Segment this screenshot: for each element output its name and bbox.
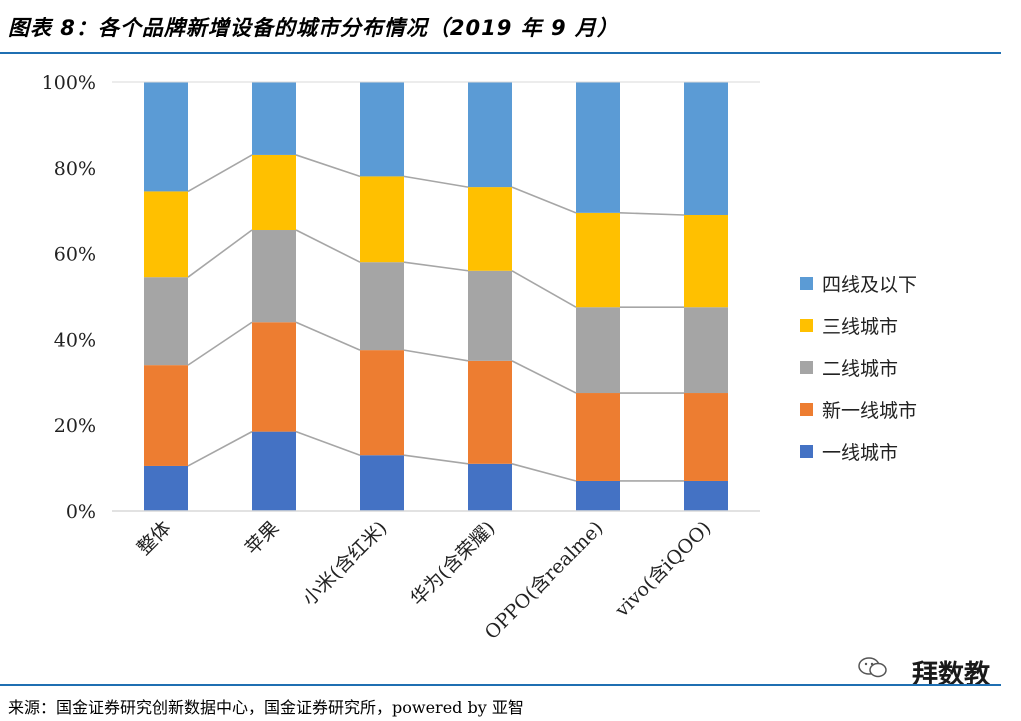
bar-segment: [684, 214, 728, 308]
x-category-label: 华为(含荣耀): [406, 517, 499, 610]
bar-segment: [684, 480, 728, 511]
bars-group: [144, 82, 728, 511]
bar-segment: [468, 360, 512, 464]
connector-line: [511, 360, 577, 394]
legend-swatch: [800, 445, 813, 458]
bar-segment: [144, 465, 188, 511]
bar-segment: [144, 277, 188, 366]
connector-line: [511, 186, 577, 214]
bar-segment: [360, 455, 404, 511]
legend-label: 四线及以下: [822, 274, 917, 296]
bar-segment: [252, 322, 296, 432]
figure-header: 图表 8：各个品牌新增设备的城市分布情况（2019 年 9 月）: [0, 0, 1021, 56]
bar-segment: [576, 307, 620, 394]
x-category-label: 苹果: [241, 517, 283, 559]
bar-segment: [576, 393, 620, 481]
wechat-icon: [858, 657, 887, 678]
connector-line: [187, 229, 253, 278]
figure-title: 图表 8：各个品牌新增设备的城市分布情况（2019 年 9 月）: [8, 16, 619, 40]
connector-line: [187, 430, 253, 467]
figure-footer: 来源：国金证券研究创新数据中心，国金证券研究所，powered by 亚智: [0, 676, 1021, 721]
connector-line: [403, 349, 469, 362]
legend-swatch: [800, 319, 813, 332]
bar-segment: [576, 82, 620, 213]
connector-line: [403, 454, 469, 465]
y-tick-label: 0%: [66, 501, 96, 523]
y-tick-label: 40%: [54, 329, 96, 351]
x-category-label: vivo(含iQOO): [610, 517, 715, 622]
legend-label: 二线城市: [822, 358, 898, 380]
connector-line: [511, 463, 577, 482]
legend-label: 新一线城市: [822, 400, 917, 422]
bar-segment: [144, 365, 188, 466]
bar-segment: [360, 350, 404, 456]
bar-segment: [252, 154, 296, 231]
connector-line: [619, 212, 685, 216]
legend-swatch: [800, 361, 813, 374]
bar-segment: [468, 82, 512, 188]
footer-rule: [0, 684, 1001, 686]
x-category-label: 小米(含红米): [298, 517, 391, 610]
connector-line: [511, 270, 577, 308]
legend-label: 一线城市: [822, 442, 898, 464]
bar-segment: [468, 270, 512, 361]
y-tick-label: 60%: [54, 244, 96, 266]
bar-segment: [684, 307, 728, 394]
x-category-label: OPPO(含realme): [481, 517, 608, 644]
y-tick-label: 20%: [54, 415, 96, 437]
header-rule: [0, 52, 1001, 54]
connector-line: [295, 154, 361, 178]
bar-segment: [252, 431, 296, 511]
x-category-label: 整体: [133, 517, 175, 559]
bar-segment: [360, 262, 404, 351]
bar-segment: [468, 463, 512, 511]
bar-segment: [360, 82, 404, 177]
bar-segment: [468, 187, 512, 271]
bar-segment: [144, 191, 188, 278]
connector-lines: [187, 154, 685, 482]
connector-line: [295, 430, 361, 456]
bar-segment: [360, 176, 404, 263]
connector-line: [295, 229, 361, 263]
bar-segment: [144, 82, 188, 192]
y-tick-label: 80%: [54, 158, 96, 180]
stacked-bar-chart: 0% 20% 40% 60% 80% 100% 整体 苹果 小米(含红米) 华为(含荣耀)OPPO…: [42, 72, 917, 644]
bar-segment: [576, 480, 620, 511]
legend-swatch: [800, 403, 813, 416]
bar-segment: [684, 393, 728, 481]
connector-line: [295, 321, 361, 351]
bar-segment: [684, 82, 728, 215]
connector-line: [187, 154, 253, 193]
source-note: 来源：国金证券研究创新数据中心，国金证券研究所，powered by 亚智: [8, 698, 524, 717]
connector-line: [403, 261, 469, 272]
bar-segment: [252, 230, 296, 323]
connector-line: [187, 321, 253, 366]
y-tick-label: 100%: [42, 72, 96, 94]
legend-label: 三线城市: [822, 316, 898, 338]
bar-segment: [252, 82, 296, 155]
bar-segment: [576, 212, 620, 308]
connector-line: [403, 175, 469, 188]
legend-swatch: [800, 277, 813, 290]
